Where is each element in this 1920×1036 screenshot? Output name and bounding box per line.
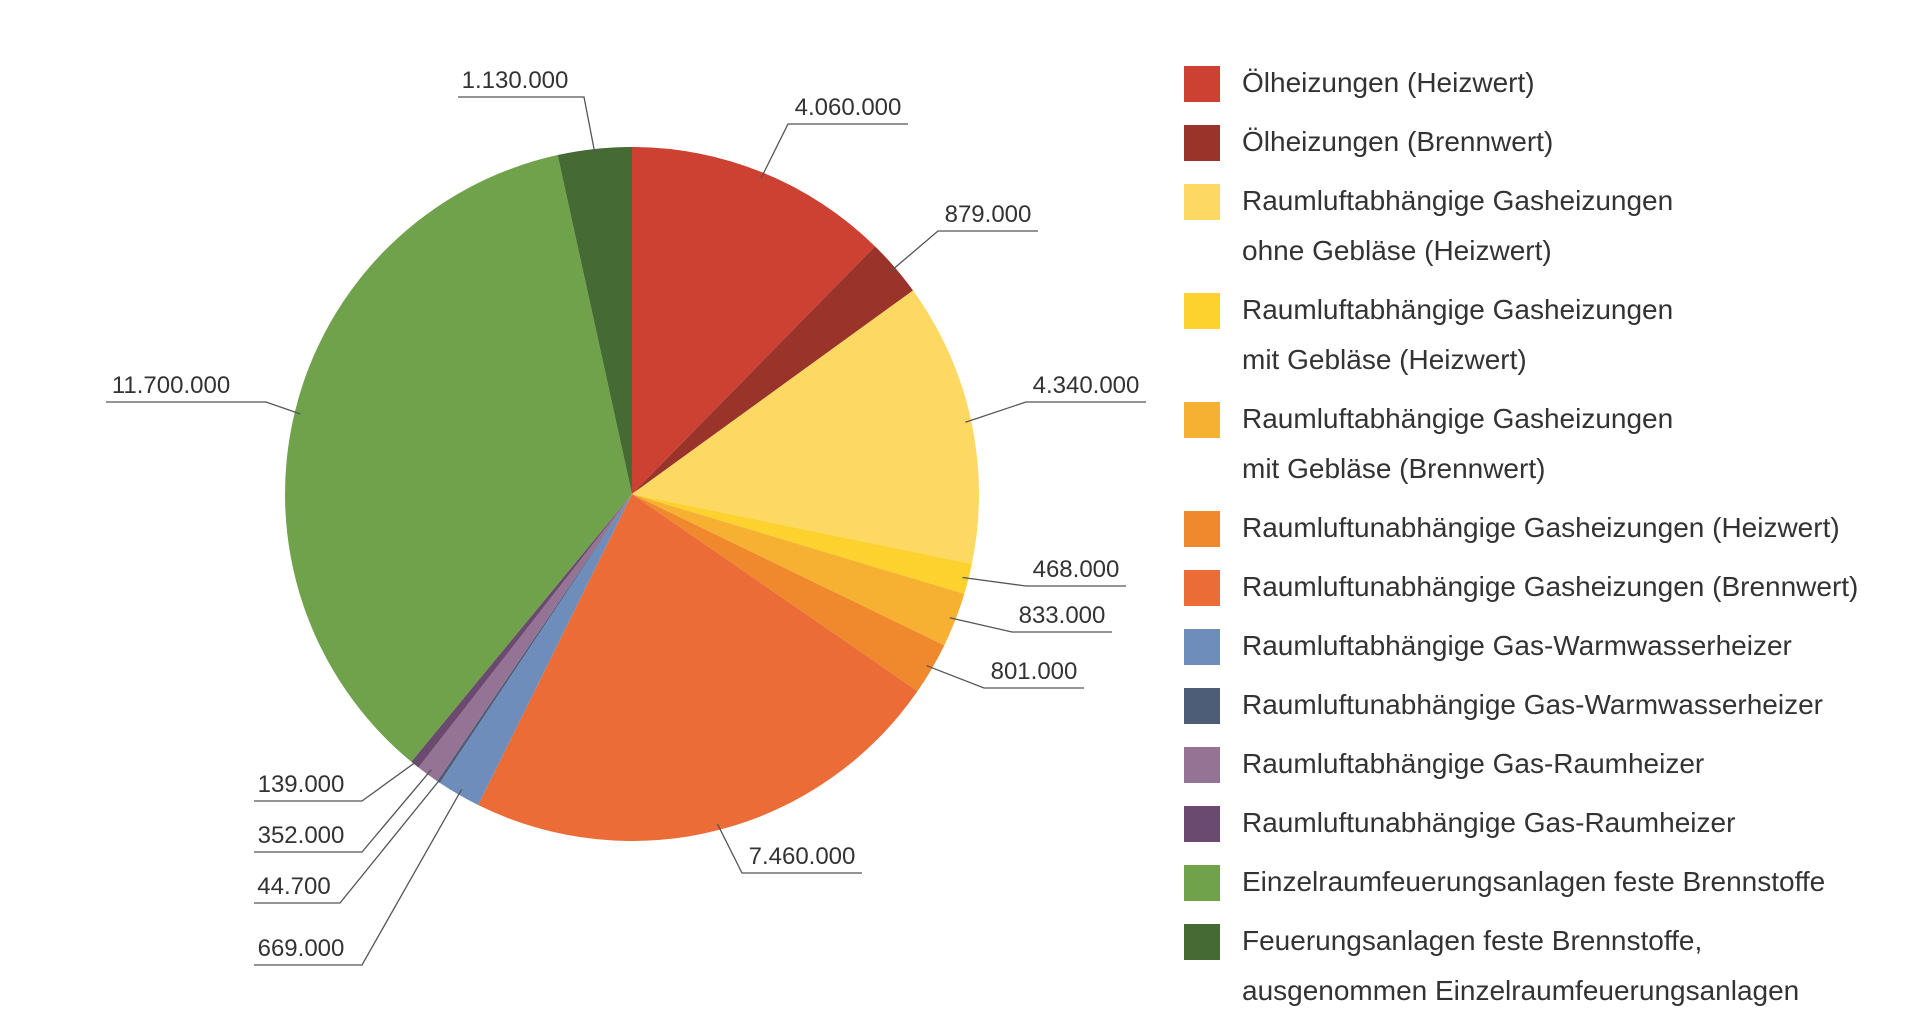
legend-label: Raumluftabhängige Gas-Raumheizer	[1242, 748, 1705, 779]
pie-slice-12	[284, 155, 632, 762]
leader-line-12	[106, 401, 301, 415]
legend-item-3: Raumluftabhängige Gasheizungen ohne Gebl…	[1184, 176, 1920, 276]
legend-label: Raumluftunabhängige Gas-Raumheizer	[1242, 807, 1736, 838]
pie-slice-9	[437, 494, 632, 783]
leader-line-8	[254, 789, 463, 966]
pie-slice-5	[632, 494, 965, 646]
leader-line-2	[889, 230, 1038, 272]
leader-line-7	[716, 823, 862, 874]
data-labels: 4.060.000 879.000 4.340.000 468.000 833.000 8…	[112, 67, 1140, 962]
pie-slice-8	[439, 494, 632, 806]
pie-slices	[284, 147, 979, 842]
legend-swatch	[1184, 125, 1220, 161]
legend: Ölheizungen (Heizwert) Ölheizungen (Brenn…	[1184, 58, 1920, 1025]
legend-label: Ölheizungen (Heizwert)	[1242, 67, 1535, 98]
data-label-3: 4.340.000	[1033, 372, 1140, 399]
legend-swatch	[1184, 184, 1220, 220]
legend-item-4: Raumluftabhängige Gasheizungen mit Geblä…	[1184, 285, 1920, 385]
data-label-4: 468.000	[1033, 556, 1120, 583]
leader-line-5	[949, 617, 1112, 633]
data-label-11: 139.000	[258, 771, 345, 798]
pie-slice-1	[632, 147, 876, 494]
pie-chart: 4.060.000 879.000 4.340.000 468.000 833.000 8…	[106, 67, 1146, 966]
legend-item-11: Raumluftunabhängige Gas-Raumheizer	[1184, 798, 1920, 848]
data-label-1: 4.060.000	[795, 94, 902, 121]
legend-swatch	[1184, 747, 1220, 783]
legend-swatch	[1184, 402, 1220, 438]
legend-item-6: Raumluftunabhängige Gasheizungen (Heizwe…	[1184, 503, 1920, 553]
legend-label: Raumluftunabhängige Gas-Warmwasserheizer	[1242, 689, 1823, 720]
legend-swatch	[1184, 66, 1220, 102]
legend-item-5: Raumluftabhängige Gasheizungen mit Geblä…	[1184, 394, 1920, 494]
legend-label: Einzelraumfeuerungsanlagen feste Brennst…	[1242, 866, 1826, 897]
pie-slice-10	[418, 494, 632, 782]
leader-line-11	[254, 759, 419, 802]
leader-line-10	[254, 769, 432, 853]
data-label-10: 352.000	[258, 822, 345, 849]
leader-line-4	[962, 576, 1126, 587]
legend-item-12: Einzelraumfeuerungsanlagen feste Brennst…	[1184, 857, 1920, 907]
legend-swatch	[1184, 806, 1220, 842]
leader-line-3	[965, 401, 1146, 423]
pie-slice-3	[632, 290, 979, 564]
pie-slice-2	[632, 246, 914, 494]
legend-item-13: Feuerungsanlagen feste Brennstoffe, ausg…	[1184, 916, 1920, 1016]
leader-line-9	[254, 776, 443, 904]
legend-label: Raumluftabhängige Gas-Warmwasserheizer	[1242, 630, 1792, 661]
legend-label: Raumluftunabhängige Gasheizungen (Heizwe…	[1242, 512, 1840, 543]
pie-slice-6	[632, 494, 945, 692]
data-label-6: 801.000	[991, 658, 1078, 685]
data-label-13: 1.130.000	[462, 67, 569, 94]
pie-slice-13	[557, 147, 632, 494]
pie-slice-4	[632, 494, 972, 594]
legend-label: Feuerungsanlagen feste Brennstoffe, ausg…	[1242, 925, 1800, 1006]
legend-item-9: Raumluftunabhängige Gas-Warmwasserheizer	[1184, 680, 1920, 730]
data-label-2: 879.000	[945, 201, 1032, 228]
legend-label: Raumluftabhängige Gasheizungen ohne Gebl…	[1242, 185, 1674, 266]
legend-label: Raumluftabhängige Gasheizungen mit Geblä…	[1242, 294, 1674, 375]
legend-swatch	[1184, 570, 1220, 606]
data-label-12: 11.700.000	[112, 372, 230, 399]
data-label-9: 44.700	[257, 873, 330, 900]
legend-item-8: Raumluftabhängige Gas-Warmwasserheizer	[1184, 621, 1920, 671]
pie-slice-7	[478, 494, 918, 842]
data-label-5: 833.000	[1019, 602, 1106, 629]
label-leader-lines	[106, 96, 1146, 966]
data-label-7: 7.460.000	[749, 843, 856, 870]
legend-item-2: Ölheizungen (Brennwert)	[1184, 117, 1920, 167]
legend-label: Raumluftunabhängige Gasheizungen (Brennw…	[1242, 571, 1859, 602]
legend-swatch	[1184, 629, 1220, 665]
legend-item-7: Raumluftunabhängige Gasheizungen (Brennw…	[1184, 562, 1920, 612]
leader-line-6	[926, 665, 1084, 689]
legend-swatch	[1184, 293, 1220, 329]
legend-label: Ölheizungen (Brennwert)	[1242, 126, 1554, 157]
pie-slice-11	[411, 494, 632, 768]
legend-swatch	[1184, 688, 1220, 724]
data-label-8: 669.000	[258, 935, 345, 962]
leader-line-13	[458, 96, 596, 156]
legend-item-10: Raumluftabhängige Gas-Raumheizer	[1184, 739, 1920, 789]
leader-line-1	[760, 123, 908, 179]
legend-item-1: Ölheizungen (Heizwert)	[1184, 58, 1920, 108]
legend-label: Raumluftabhängige Gasheizungen mit Geblä…	[1242, 403, 1674, 484]
legend-swatch	[1184, 865, 1220, 901]
legend-swatch	[1184, 924, 1220, 960]
legend-swatch	[1184, 511, 1220, 547]
